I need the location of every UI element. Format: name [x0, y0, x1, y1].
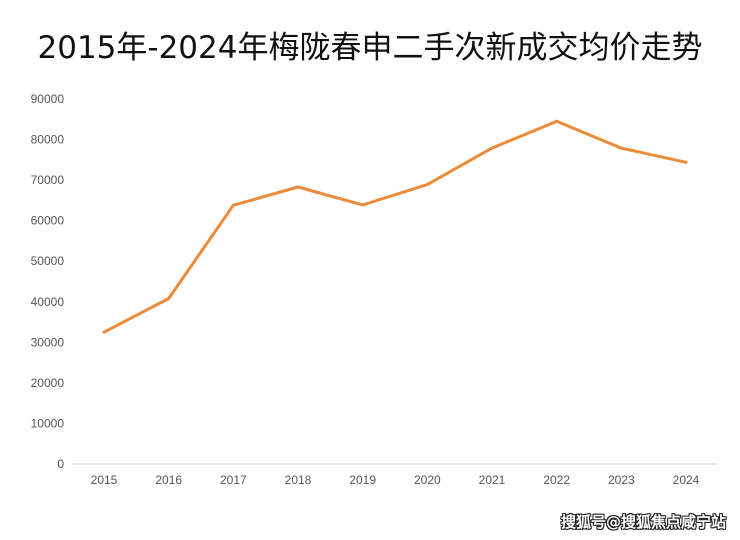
- y-tick-label: 10000: [31, 416, 65, 430]
- x-tick-label: 2016: [155, 473, 182, 487]
- data-point: [102, 330, 106, 334]
- x-tick-label: 2022: [543, 473, 570, 487]
- x-tick-label: 2020: [414, 473, 441, 487]
- y-tick-label: 0: [57, 457, 64, 471]
- data-point: [296, 185, 300, 189]
- y-tick-label: 70000: [31, 173, 65, 187]
- data-point: [555, 119, 559, 123]
- x-tick-label: 2024: [673, 473, 700, 487]
- x-tick-label: 2021: [479, 473, 506, 487]
- ticks-layer: 0 10000 20000 30000 40000 50000 60000 70000 8000…: [31, 92, 700, 487]
- y-tick-label: 40000: [31, 295, 65, 309]
- watermark: 搜狐号@搜狐焦点咸宁站: [560, 513, 726, 531]
- series-line: [102, 119, 688, 334]
- y-tick-label: 90000: [31, 92, 65, 106]
- data-point: [361, 203, 365, 207]
- data-point: [684, 160, 688, 164]
- x-tick-label: 2023: [608, 473, 635, 487]
- y-tick-label: 30000: [31, 335, 65, 349]
- x-tick-label: 2018: [285, 473, 312, 487]
- x-tick-label: 2015: [91, 473, 118, 487]
- series-layer: [102, 119, 688, 334]
- y-tick-label: 80000: [31, 133, 65, 147]
- data-point: [167, 297, 171, 301]
- y-tick-label: 20000: [31, 376, 65, 390]
- x-tick-label: 2019: [349, 473, 376, 487]
- y-tick-label: 60000: [31, 214, 65, 228]
- data-point: [231, 203, 235, 207]
- x-tick-label: 2017: [220, 473, 247, 487]
- y-tick-label: 50000: [31, 254, 65, 268]
- data-point: [490, 146, 494, 150]
- chart-title: 2015年-2024年梅陇春申二手次新成交均价走势: [37, 30, 703, 66]
- data-point: [425, 183, 429, 187]
- data-point: [619, 146, 623, 150]
